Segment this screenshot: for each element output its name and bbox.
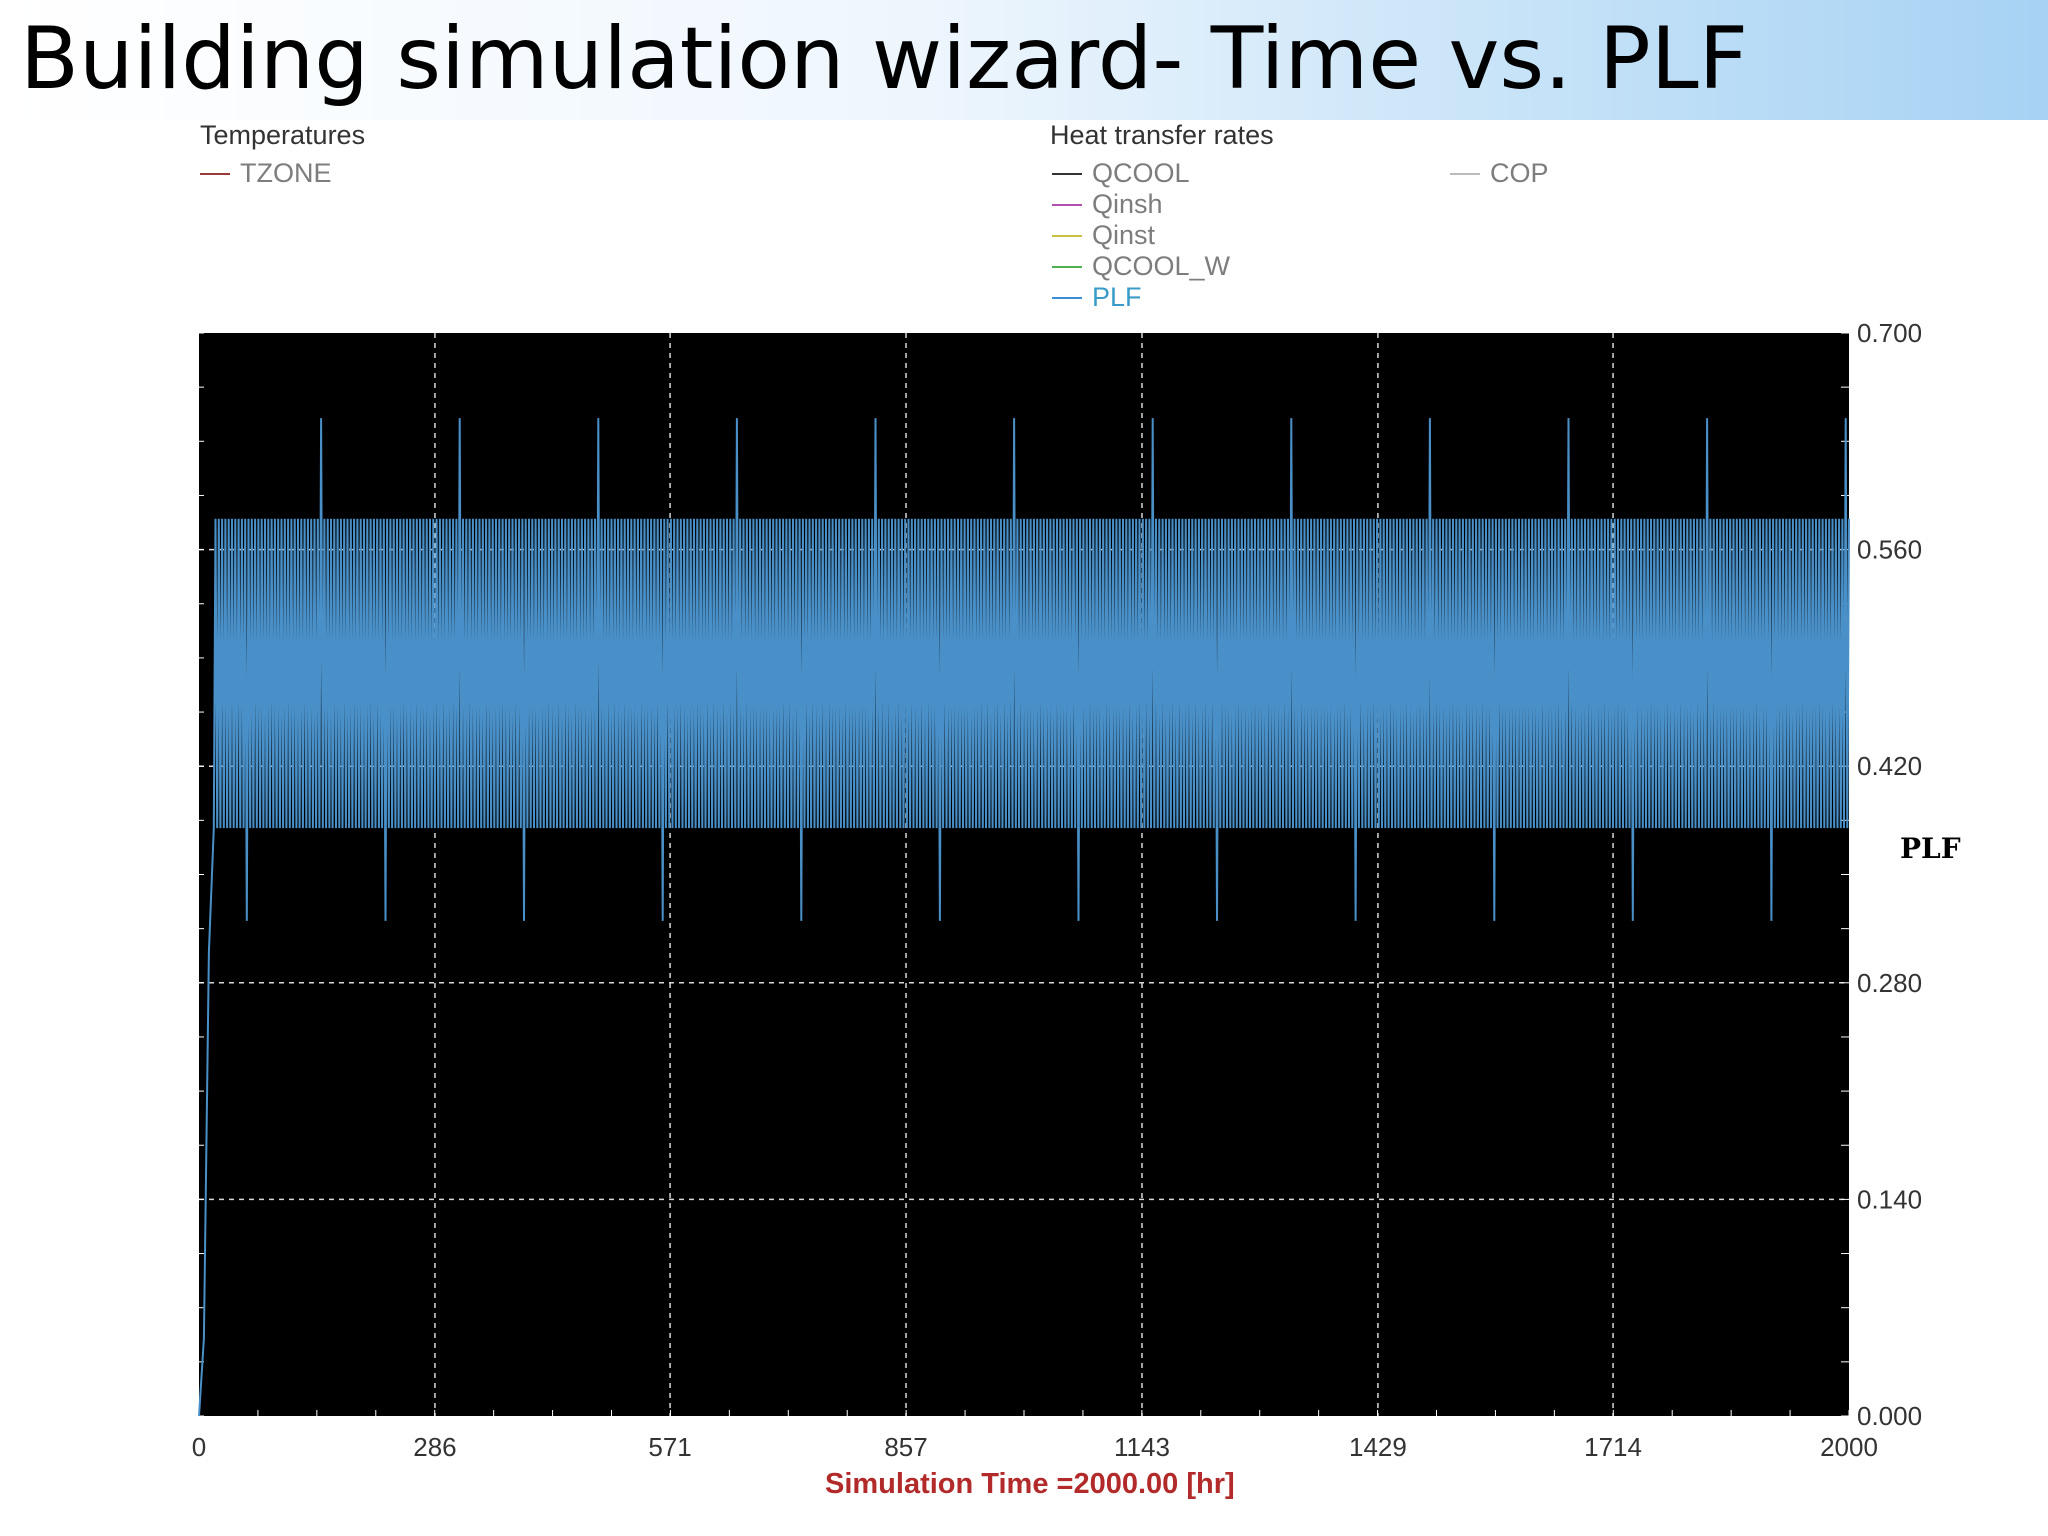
legend-swatch-cop <box>1450 172 1480 175</box>
y-tick-label: 0.280 <box>1857 968 1922 998</box>
x-axis-label: Simulation Time =2000.00 [hr] <box>825 1468 1235 1500</box>
legend-label-tzone: TZONE <box>240 158 332 188</box>
title-bar: Building simulation wizard- Time vs. PLF <box>0 0 2048 120</box>
legend-item-plf: PLF <box>1052 282 1142 313</box>
x-tick-label: 2000 <box>1820 1432 1878 1462</box>
x-tick-label: 0 <box>192 1432 206 1462</box>
y-tick-label: 0.140 <box>1857 1184 1922 1214</box>
legend-label-qcool: QCOOL <box>1092 158 1190 188</box>
legend-swatch-qinsh <box>1052 203 1082 206</box>
legend-swatch-plf <box>1052 296 1082 299</box>
x-tick-label: 1714 <box>1584 1432 1642 1462</box>
x-tick-label: 571 <box>648 1432 691 1462</box>
legend-label-plf: PLF <box>1092 282 1142 312</box>
page-title: Building simulation wizard- Time vs. PLF <box>20 9 1749 109</box>
plot-background <box>199 333 1849 1416</box>
legend-item-qcool: QCOOL <box>1052 158 1190 189</box>
legend-label-qinst: Qinst <box>1092 220 1156 250</box>
legend-group-heat-transfer-title: Heat transfer rates <box>1050 120 1274 150</box>
x-tick-label: 857 <box>884 1432 927 1462</box>
series-layer <box>198 418 1850 1417</box>
legend-item-qcool-w: QCOOL_W <box>1052 251 1230 282</box>
x-tick-label: 1143 <box>1114 1432 1170 1462</box>
legend-swatch-qcool <box>1052 172 1082 175</box>
legend-item-tzone: TZONE <box>200 158 332 189</box>
series-plf-line <box>198 418 1850 1417</box>
y-tick-label: 0.560 <box>1857 535 1922 565</box>
legend-swatch-qinst <box>1052 234 1082 237</box>
legend-swatch-tzone <box>200 172 230 175</box>
y-tick-label: 0.000 <box>1857 1401 1922 1431</box>
legend-label-cop: COP <box>1490 158 1549 188</box>
legend-label-qcool-w: QCOOL_W <box>1092 251 1231 281</box>
y-axis-label: PLF <box>1900 832 1961 865</box>
y-tick-label: 0.420 <box>1857 751 1922 781</box>
x-tick-label: 1429 <box>1349 1432 1407 1462</box>
y-tick-label: 0.700 <box>1857 318 1922 348</box>
legend-item-cop: COP <box>1450 158 1549 189</box>
legend-item-qinst: Qinst <box>1052 220 1155 251</box>
x-tick-label: 286 <box>413 1432 456 1462</box>
legend-swatch-qcool-w <box>1052 265 1082 268</box>
legend-group-temperatures-title: Temperatures <box>200 120 366 150</box>
legend-item-qinsh: Qinsh <box>1052 189 1163 220</box>
legend-label-qinsh: Qinsh <box>1092 189 1163 219</box>
